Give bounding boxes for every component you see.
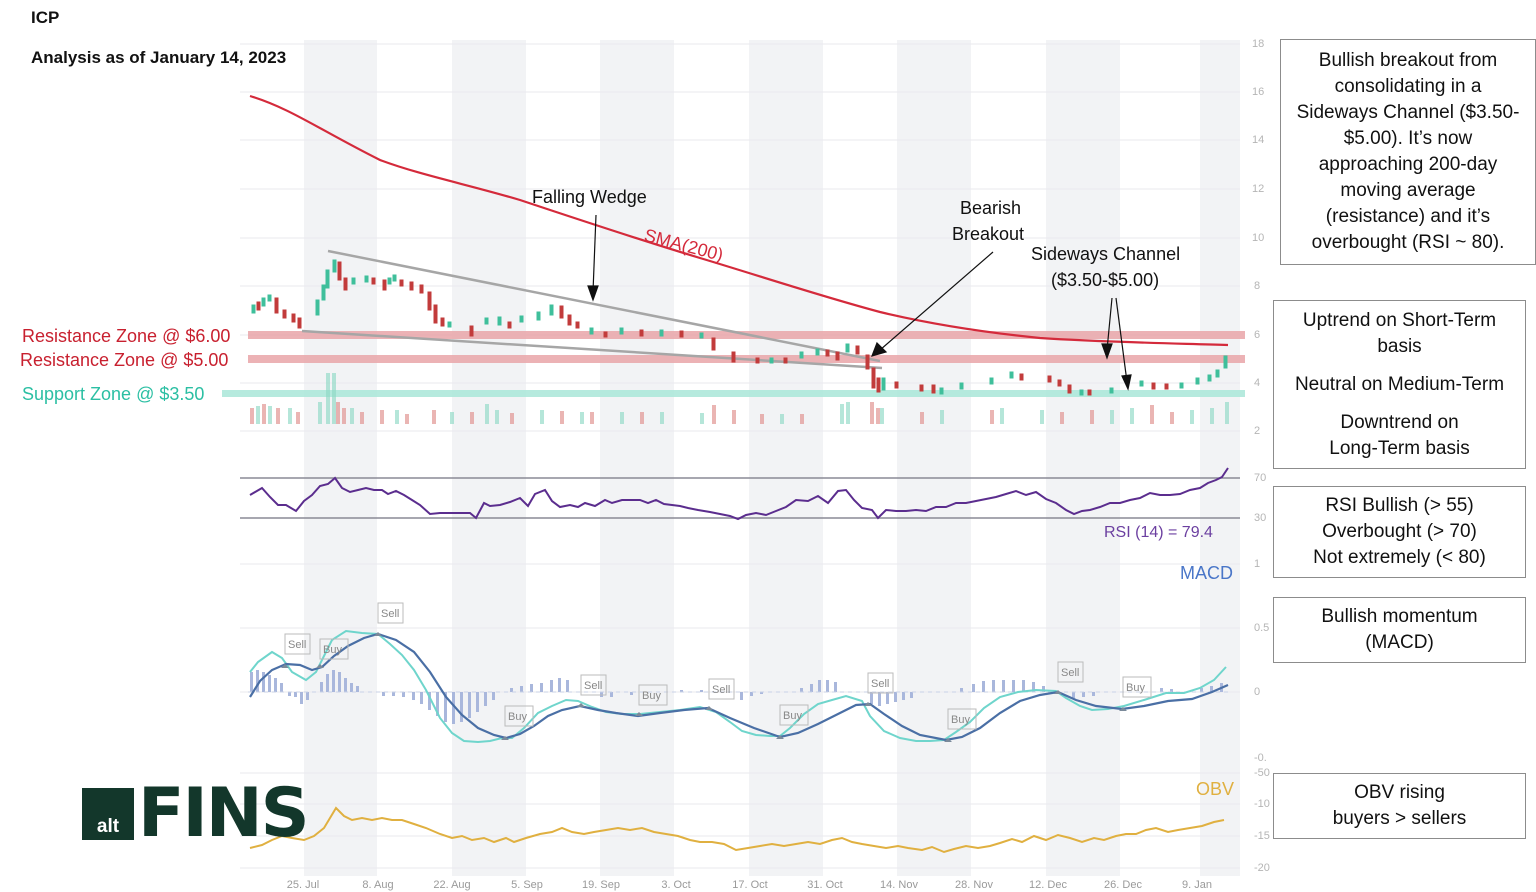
trend-medium: Neutral on Medium-Term — [1294, 373, 1505, 395]
x-tick: 22. Aug — [433, 879, 471, 891]
price-tick: 2 — [1254, 425, 1261, 437]
resistance-6-label: Resistance Zone @ $6.00 — [22, 326, 231, 346]
wedge-upper — [327, 249, 881, 363]
svg-text:Buy: Buy — [1126, 682, 1145, 694]
svg-text:Buy: Buy — [323, 644, 342, 656]
logo-wordmark: FINS — [138, 774, 310, 853]
resistance-5-label: Resistance Zone @ $5.00 — [20, 350, 229, 370]
obv-note: OBV rising buyers > sellers — [1273, 773, 1526, 839]
macd-tick: 0.5 — [1254, 622, 1270, 634]
svg-text:Sell: Sell — [584, 680, 602, 692]
svg-text:Buy: Buy — [642, 690, 661, 702]
support-label: Support Zone @ $3.50 — [22, 384, 205, 404]
trend-note: Uptrend on Short-Term basis Neutral on M… — [1273, 300, 1526, 469]
price-tick: 12 — [1252, 183, 1265, 195]
x-tick: 17. Oct — [732, 879, 768, 891]
obv-tick: -50 — [1254, 767, 1270, 779]
symbol-title: ICP — [31, 8, 60, 27]
obv-tick: -10 — [1254, 798, 1270, 810]
obv-note-line: OBV rising — [1354, 782, 1445, 803]
volume-bars — [250, 373, 1229, 424]
summary-line: consolidating in a — [1334, 76, 1482, 97]
summary-line: (resistance) and it’s — [1325, 206, 1491, 227]
svg-text:Sell: Sell — [288, 639, 306, 651]
x-tick: 3. Oct — [661, 879, 691, 891]
x-tick: 12. Dec — [1029, 879, 1067, 891]
macd-histogram — [250, 670, 1223, 724]
macd-line — [249, 632, 1229, 742]
macd-note: Bullish momentum (MACD) — [1273, 597, 1526, 663]
rsi-note-line: RSI Bullish (> 55) — [1325, 495, 1474, 516]
obv-tick: -15 — [1254, 830, 1270, 842]
summary-line: Sideways Channel ($3.50- — [1296, 102, 1520, 123]
obv-note-line: buyers > sellers — [1332, 808, 1467, 829]
x-tick: 14. Nov — [880, 879, 918, 891]
price-tick: 4 — [1254, 377, 1261, 389]
logo-mark: alt — [82, 788, 134, 840]
macd-signal-line — [249, 629, 1227, 744]
price-tick: 14 — [1252, 134, 1265, 146]
annotation-arrows — [587, 214, 1132, 391]
summary-line: moving average — [1340, 180, 1476, 201]
svg-text:Buy: Buy — [951, 714, 970, 726]
summary-line: approaching 200-day — [1318, 154, 1498, 175]
price-tick: 16 — [1252, 86, 1265, 98]
analysis-date: Analysis as of January 14, 2023 — [31, 48, 287, 67]
macd-note-line: Bullish momentum — [1321, 606, 1478, 627]
rsi-note-line: Overbought (> 70) — [1322, 521, 1477, 542]
price-tick: 10 — [1252, 232, 1265, 244]
summary-line: overbought (RSI ~ 80). — [1311, 232, 1505, 253]
obv-line — [249, 806, 1225, 854]
svg-text:Sell: Sell — [381, 608, 399, 620]
sideways-label-2: ($3.50-$5.00) — [1051, 270, 1160, 290]
price-tick: 18 — [1252, 38, 1265, 50]
trend-long-1: Downtrend on — [1340, 411, 1459, 433]
candles — [251, 259, 1228, 396]
bearish-label-1: Bearish — [960, 198, 1022, 218]
price-tick: 8 — [1254, 280, 1261, 292]
macd-tick: -0. — [1254, 752, 1267, 764]
rsi-tick: 30 — [1254, 512, 1267, 524]
rsi-line — [249, 467, 1229, 521]
falling-wedge-label: Falling Wedge — [532, 187, 647, 207]
obv-label: OBV — [1196, 779, 1235, 799]
svg-text:Sell: Sell — [871, 678, 889, 690]
macd-note-line: (MACD) — [1365, 632, 1434, 653]
x-tick: 26. Dec — [1104, 879, 1142, 891]
rsi-value-label: RSI (14) = 79.4 — [1104, 524, 1213, 541]
bearish-label-2: Breakout — [952, 224, 1025, 244]
macd-label: MACD — [1180, 563, 1233, 583]
macd-tick: 0 — [1254, 686, 1261, 698]
svg-text:Sell: Sell — [712, 684, 730, 696]
x-tick: 25. Jul — [286, 879, 320, 891]
rsi-tick: 1 — [1254, 558, 1261, 570]
x-tick: 8. Aug — [362, 879, 394, 891]
x-tick: 9. Jan — [1182, 879, 1212, 891]
summary-note: Bullish breakout from consolidating in a… — [1280, 39, 1536, 265]
trend-short: Uptrend on Short-Term basis — [1302, 309, 1497, 357]
svg-text:Sell: Sell — [1061, 667, 1079, 679]
macd-signal-flags: Sell Buy Sell Buy Sell Buy Sell Buy Sell Buy Sel… — [284, 602, 1152, 730]
x-tick: 28. Nov — [955, 879, 993, 891]
x-tick: 5. Sep — [511, 879, 543, 891]
svg-text:Buy: Buy — [508, 711, 527, 723]
svg-text:Buy: Buy — [783, 710, 802, 722]
summary-line: Bullish breakout from — [1318, 50, 1498, 71]
rsi-tick: 70 — [1254, 472, 1267, 484]
trend-long-2: Long-Term basis — [1329, 437, 1470, 459]
week-bands — [304, 40, 1240, 876]
support-zone-35 — [222, 390, 1245, 397]
macd-signal-markers — [281, 632, 1127, 742]
x-tick: 31. Oct — [807, 879, 843, 891]
price-tick: 6 — [1254, 329, 1261, 341]
x-tick: 19. Sep — [582, 879, 620, 891]
obv-tick: -20 — [1254, 862, 1270, 874]
sideways-label-1: Sideways Channel — [1031, 244, 1181, 264]
sma200-line — [249, 94, 1229, 347]
rsi-note-line: Not extremely (< 80) — [1313, 547, 1486, 568]
altfins-logo: alt FINS — [82, 774, 310, 853]
rsi-note: RSI Bullish (> 55) Overbought (> 70) Not… — [1273, 486, 1526, 578]
summary-line: $5.00). It’s now — [1343, 128, 1473, 149]
